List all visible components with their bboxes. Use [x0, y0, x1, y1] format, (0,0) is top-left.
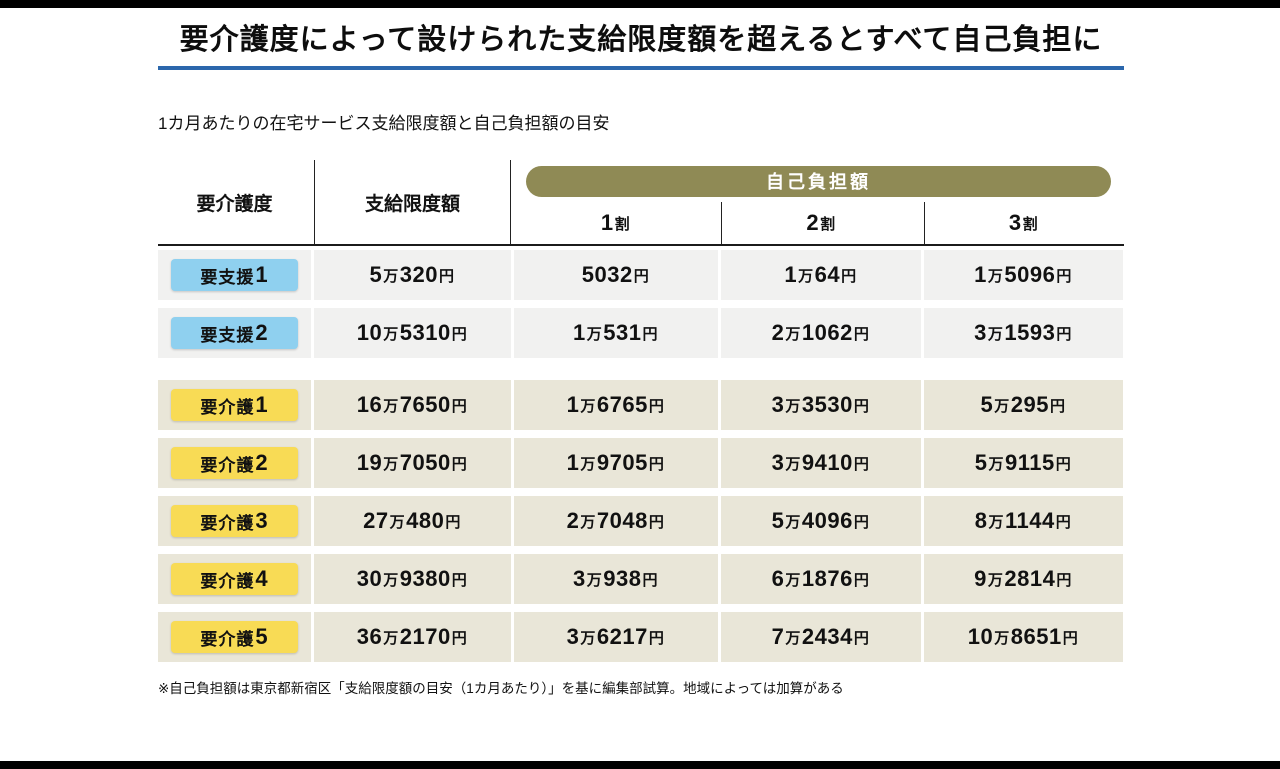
- copay-30-cell: 5 万 9115 円: [924, 438, 1123, 488]
- copay-10-cell: 2 万 7048 円: [514, 496, 718, 546]
- copay-20-cell: 6 万 1876 円: [721, 554, 921, 604]
- header-care-level: 要介護度: [196, 193, 273, 215]
- chart-subtitle: 1カ月あたりの在宅サービス支給限度額と自己負担額の目安: [158, 114, 610, 133]
- copay-20-cell: 1 万 64 円: [721, 250, 921, 300]
- copay-10-cell: 1 万 531 円: [514, 308, 718, 358]
- care-level-cell: 要支援 1: [158, 250, 311, 300]
- copay-20-cell: 5 万 4096 円: [721, 496, 921, 546]
- copay-banner-wrap: 自己負担額: [514, 160, 1123, 202]
- care-level-cell: 要介護 3: [158, 496, 311, 546]
- copay-30-cell: 3 万 1593 円: [924, 308, 1123, 358]
- limit-cell: 36 万 2170 円: [314, 612, 511, 662]
- care-level-badge: 要介護 5: [171, 621, 298, 653]
- copay-20-cell: 3 万 9410 円: [721, 438, 921, 488]
- copay-10-cell: 1 万 6765 円: [514, 380, 718, 430]
- copay-10-cell: 3 万 6217 円: [514, 612, 718, 662]
- group-yokaigo: 要介護 1 16 万 7650 円 1 万 6765 円 3 万 3530 円 5 万 295 円 要介護…: [158, 380, 1124, 662]
- copay-10-cell: 3 万 938 円: [514, 554, 718, 604]
- copay-30-cell: 9 万 2814 円: [924, 554, 1123, 604]
- care-level-badge: 要介護 4: [171, 563, 298, 595]
- limit-cell: 27 万 480 円: [314, 496, 511, 546]
- copay-20-cell: 7 万 2434 円: [721, 612, 921, 662]
- footnote: ※自己負担額は東京都新宿区「支給限度額の目安（1カ月あたり）」を基に編集部試算。…: [158, 681, 844, 696]
- table-row: 要支援 2 10 万 5310 円 1 万 531 円 2 万 1062 円 3 万 1593 円: [158, 308, 1124, 358]
- limit-cell: 10 万 5310 円: [314, 308, 511, 358]
- bottom-black-bar: [0, 761, 1280, 769]
- copay-10-cell: 5032 円: [514, 250, 718, 300]
- table-row: 要介護 2 19 万 7050 円 1 万 9705 円 3 万 9410 円 5 万 9115 円: [158, 438, 1124, 488]
- table-row: 要介護 3 27 万 480 円 2 万 7048 円 5 万 4096 円 8 万 1144 円: [158, 496, 1124, 546]
- care-level-badge: 要介護 2: [171, 447, 298, 479]
- care-level-badge: 要介護 3: [171, 505, 298, 537]
- copay-30-cell: 1 万 5096 円: [924, 250, 1123, 300]
- title-underline: [158, 66, 1124, 70]
- copay-20-cell: 2 万 1062 円: [721, 308, 921, 358]
- copay-20-cell: 3 万 3530 円: [721, 380, 921, 430]
- care-level-cell: 要支援 2: [158, 308, 311, 358]
- table-row: 要介護 5 36 万 2170 円 3 万 6217 円 7 万 2434 円 10 万 8651 円: [158, 612, 1124, 662]
- table-row: 要介護 1 16 万 7650 円 1 万 6765 円 3 万 3530 円 5 万 295 円: [158, 380, 1124, 430]
- table-row: 要支援 1 5 万 320 円 5032 円 1 万 64 円 1 万 5096 円: [158, 250, 1124, 300]
- care-level-badge: 要介護 1: [171, 389, 298, 421]
- limit-cell: 16 万 7650 円: [314, 380, 511, 430]
- page-title: 要介護度によって設けられた支給限度額を超えるとすべて自己負担に: [179, 24, 1103, 56]
- copay-30-cell: 10 万 8651 円: [924, 612, 1123, 662]
- care-level-cell: 要介護 4: [158, 554, 311, 604]
- limit-cell: 5 万 320 円: [314, 250, 511, 300]
- group-yoshien: 要支援 1 5 万 320 円 5032 円 1 万 64 円 1 万 5096 円 要支援 2 10 万…: [158, 250, 1124, 358]
- header-benefit-limit: 支給限度額: [314, 160, 511, 244]
- infographic: 要介護度によって設けられた支給限度額を超えるとすべて自己負担に 1カ月あたりの在…: [158, 8, 1124, 698]
- care-level-badge: 要支援 2: [171, 317, 298, 349]
- limit-cell: 30 万 9380 円: [314, 554, 511, 604]
- care-level-badge: 要支援 1: [171, 259, 298, 291]
- care-level-cell: 要介護 5: [158, 612, 311, 662]
- copay-10-cell: 1 万 9705 円: [514, 438, 718, 488]
- table-row: 要介護 4 30 万 9380 円 3 万 938 円 6 万 1876 円 9 万 2814 円: [158, 554, 1124, 604]
- care-level-cell: 要介護 2: [158, 438, 311, 488]
- copay-30-cell: 5 万 295 円: [924, 380, 1123, 430]
- copay-30-cell: 8 万 1144 円: [924, 496, 1123, 546]
- copay-banner: 自己負担額: [526, 165, 1111, 197]
- care-level-cell: 要介護 1: [158, 380, 311, 430]
- limit-cell: 19 万 7050 円: [314, 438, 511, 488]
- top-black-bar: [0, 0, 1280, 8]
